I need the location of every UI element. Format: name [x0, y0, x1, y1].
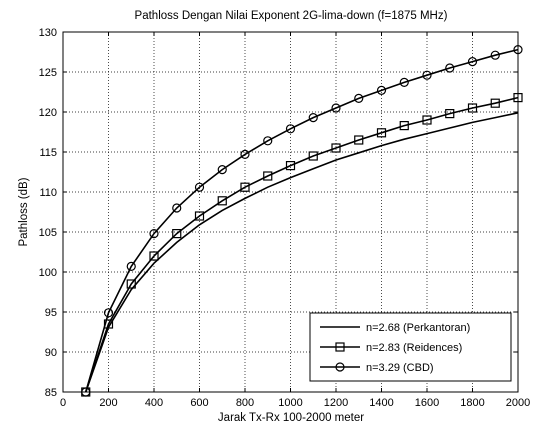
legend-label: n=3.29 (CBD) — [366, 362, 434, 374]
x-tick-label: 1200 — [324, 397, 348, 409]
x-tick-label: 1000 — [278, 397, 302, 409]
y-tick-label: 130 — [39, 27, 57, 39]
x-axis-label: Jarak Tx-Rx 100-2000 meter — [218, 412, 364, 424]
x-tick-label: 1400 — [369, 397, 393, 409]
legend: n=2.68 (Perkantoran) n=2.83 (Reidences) n=… — [310, 313, 511, 381]
y-tick-label: 125 — [39, 67, 57, 79]
y-tick-label: 90 — [45, 347, 57, 359]
y-tick-label: 115 — [39, 147, 57, 159]
x-tick-label: 2000 — [506, 397, 530, 409]
x-tick-label: 1600 — [415, 397, 439, 409]
y-axis-label: Pathloss (dB) — [18, 177, 30, 246]
x-tick-label: 200 — [99, 397, 117, 409]
y-tick-label: 85 — [45, 387, 57, 399]
legend-label: n=2.83 (Reidences) — [366, 342, 462, 354]
y-tick-label: 100 — [39, 267, 57, 279]
x-tick-label: 800 — [236, 397, 254, 409]
y-tick-label: 105 — [39, 227, 57, 239]
x-tick-label: 600 — [190, 397, 208, 409]
chart-title: Pathloss Dengan Nilai Exponent 2G-lima-d… — [135, 10, 448, 22]
x-tick-label: 1800 — [460, 397, 484, 409]
y-tick-label: 95 — [45, 307, 57, 319]
y-tick-label: 110 — [39, 187, 57, 199]
legend-label: n=2.68 (Perkantoran) — [366, 322, 470, 334]
x-tick-label: 0 — [60, 397, 66, 409]
x-tick-label: 400 — [145, 397, 163, 409]
y-tick-label: 120 — [39, 107, 57, 119]
